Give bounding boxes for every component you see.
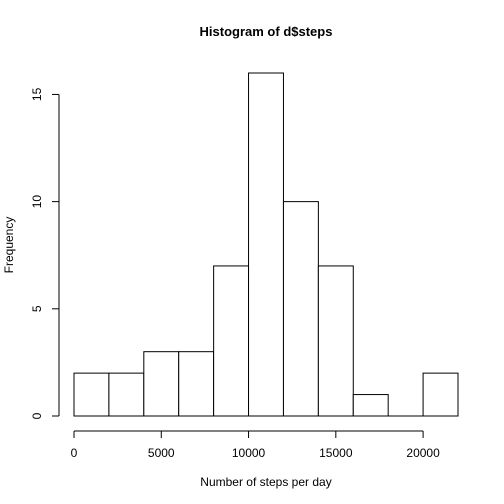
x-tick-label: 10000 [232, 446, 266, 460]
histogram-bar [213, 265, 250, 417]
y-tick-label: 15 [30, 87, 44, 101]
y-tick-label: 5 [30, 305, 44, 312]
x-axis-label: Number of steps per day [200, 475, 331, 489]
bars-group [73, 72, 459, 417]
histogram-bar [352, 394, 389, 417]
histogram-bar [108, 372, 145, 417]
x-tick-label: 15000 [319, 446, 353, 460]
histogram-bar [143, 351, 180, 417]
histogram-bar [248, 72, 284, 417]
histogram-bar [422, 372, 459, 417]
chart-title: Histogram of d$steps [200, 24, 333, 39]
histogram-bar [282, 201, 319, 417]
x-axis: 0 5000 10000 15000 20000 [71, 430, 440, 460]
y-axis-label: Frequency [2, 217, 16, 274]
x-tick-label: 5000 [148, 446, 175, 460]
y-tick-label: 10 [30, 195, 44, 209]
histogram-bar [178, 351, 215, 417]
x-tick-label: 0 [71, 446, 78, 460]
x-tick-label: 20000 [406, 446, 440, 460]
histogram-bar [317, 265, 354, 417]
y-tick-label: 0 [30, 412, 44, 419]
histogram-bar [73, 372, 110, 417]
y-axis: 0 5 10 15 [30, 87, 60, 419]
